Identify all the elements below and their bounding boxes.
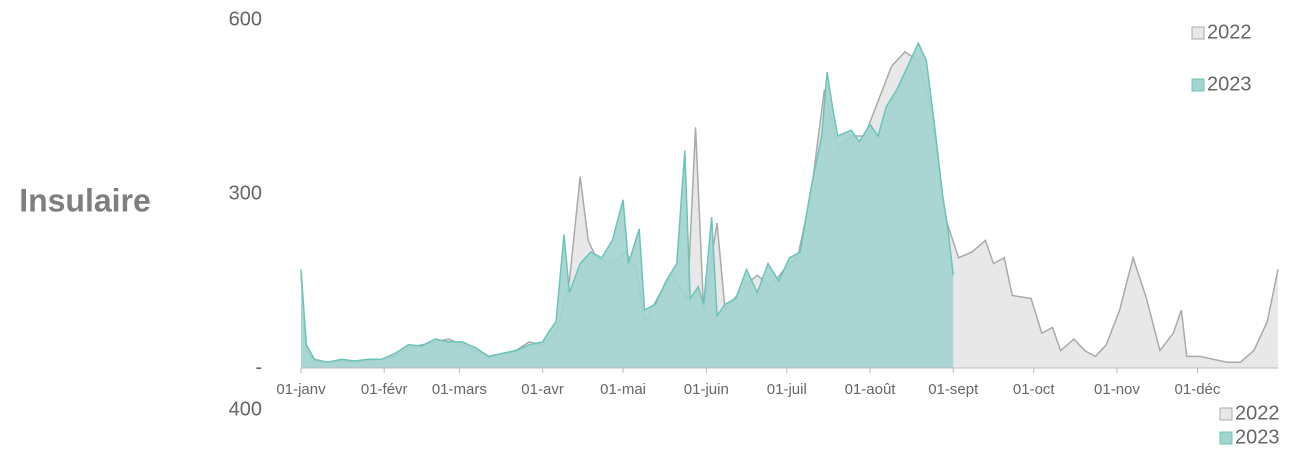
x-tick-label: 01-janv xyxy=(276,381,326,398)
area xyxy=(301,43,954,368)
legend-swatch xyxy=(1219,431,1233,445)
x-tick-label: 01-juil xyxy=(767,381,807,398)
x-tick-label: 01-sept xyxy=(928,381,979,398)
y-tick-label: 600 xyxy=(229,8,262,30)
legend-swatch xyxy=(1191,78,1205,92)
x-tick-label: 01-févr xyxy=(361,381,408,398)
legend-label: 2022 xyxy=(1207,21,1252,43)
y-tick-label: 400 xyxy=(229,398,262,420)
x-tick-label: 01-oct xyxy=(1013,381,1056,398)
y-tick-label: 300 xyxy=(229,182,262,204)
legend-swatch xyxy=(1219,407,1233,421)
legend-label: 2023 xyxy=(1207,73,1252,95)
chart-title: Insulaire xyxy=(19,182,151,218)
legend-label: 2023 xyxy=(1235,426,1280,448)
x-tick-label: 01-mars xyxy=(432,381,487,398)
line xyxy=(300,41,954,363)
x-tick-label: 01-mai xyxy=(600,381,646,398)
x-tick-label: 01-déc xyxy=(1175,381,1221,398)
x-tick-label: 01-avr xyxy=(521,381,564,398)
legend-swatch xyxy=(1191,26,1205,40)
x-tick-label: 01-août xyxy=(845,381,897,398)
x-tick-label: 01-nov xyxy=(1094,381,1140,398)
legend-label: 2022 xyxy=(1235,402,1280,424)
x-tick-label: 01-juin xyxy=(684,381,729,398)
y-tick-label: - xyxy=(255,356,262,378)
